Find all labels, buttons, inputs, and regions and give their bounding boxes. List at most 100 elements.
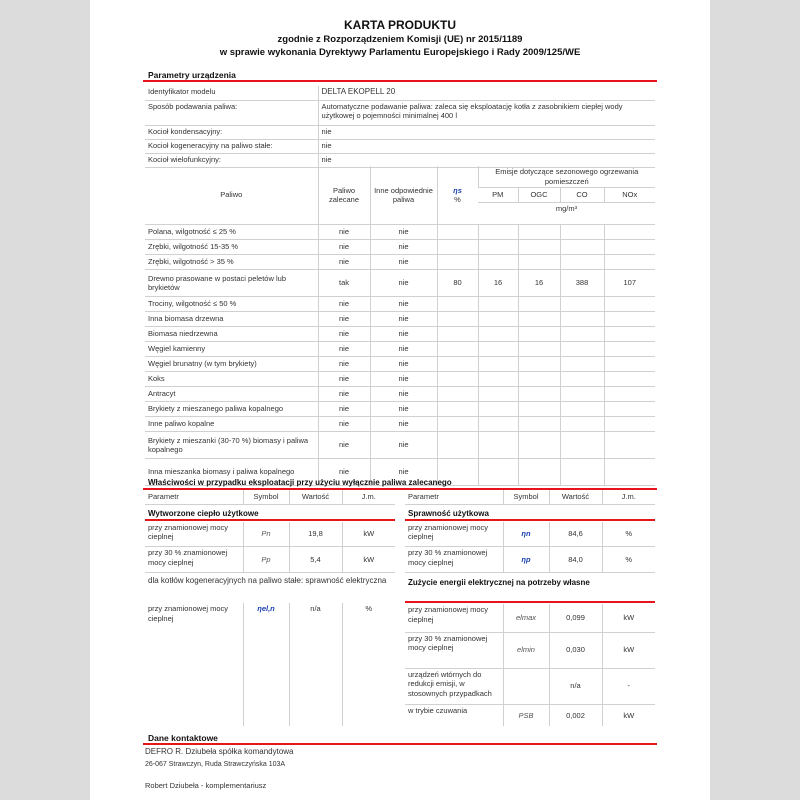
col-header-symbol: Symbol [502,490,549,505]
fuel-nox [603,224,655,240]
props-table: przy znamionowej mocy cieplnej elmax 0,099… [405,604,655,726]
param-label: Sposób podawania paliwa: [145,100,318,126]
fuel-eta [436,356,478,372]
fuel-co [559,341,604,357]
section-heading-contact: Dane kontaktowe [148,733,218,743]
row-param: przy znamionowej mocy cieplnej [405,521,503,547]
doc-title: KARTA PRODUKTU [344,18,456,32]
fuel-other: nie [369,356,437,372]
param-value: Automatyczne podawanie paliwa: zaleca si… [317,100,655,126]
fuel-eta [436,341,478,357]
fuel-ogc [517,341,560,357]
fuel-name: Zrębki, wilgotność 15-35 % [145,239,318,255]
fuel-ogc [517,311,560,327]
fuel-name: Inne paliwo kopalne [145,416,318,432]
props-row: przy 30 % znamionowej mocy cieplnej ηp 84,… [405,546,655,573]
param-value: DELTA EKOPELL 20 [317,86,655,101]
fuel-co [559,296,604,312]
row-symbol: PSB [502,704,549,726]
fuel-pm [477,401,518,417]
fuel-other: nie [369,386,437,402]
fuel-ogc [517,431,560,459]
row-symbol: Pp [242,546,289,573]
row-unit: % [341,603,395,726]
fuel-rec: nie [317,254,370,270]
fuel-co [559,416,604,432]
row-value: n/a [288,603,342,726]
doc-subtitle: zgodnie z Rozporządzeniem Komisji (UE) n… [277,34,523,45]
fuel-eta: 80 [436,269,478,297]
fuel-row: Zrębki, wilgotność > 35 % nie nie [145,254,655,270]
fuel-row: Węgiel brunatny (w tym brykiety) nie nie [145,356,655,372]
fuel-other: nie [369,311,437,327]
header-other: Inne odpowiednie paliwa [369,166,437,225]
props-table: przy znamionowej mocy cieplnej Pn 19,8 kW pr… [145,521,395,573]
row-unit: % [601,546,655,573]
fuel-table: Paliwo Paliwo zalecane Inne odpowiednie … [145,166,655,486]
props-table: Parametr Symbol Wartość J.m. [145,490,395,505]
row-value: 19,8 [288,521,342,547]
red-divider [405,518,655,521]
row-value: 84,0 [548,546,602,573]
fuel-nox [603,371,655,387]
fuel-name: Trociny, wilgotność ≤ 50 % [145,296,318,312]
props-row: w trybie czuwania PSB 0,002 kW [405,704,655,726]
props-row: przy znamionowej mocy cieplnej ηel,n n/a% [145,603,395,726]
subheading: Wytworzone ciepło użytkowe [148,508,259,518]
fuel-other: nie [369,341,437,357]
row-symbol: elmin [502,632,549,669]
fuel-row: Koks nie nie [145,371,655,387]
row-value: 0,099 [548,604,602,633]
row-symbol: ηel,n [242,603,289,726]
fuel-name: Zrębki, wilgotność > 35 % [145,254,318,270]
fuel-pm [477,311,518,327]
fuel-rec: nie [317,296,370,312]
contact-person: Robert Dziubeła - komplementariusz [145,781,267,790]
fuel-name: Antracyt [145,386,318,402]
fuel-ogc [517,296,560,312]
row-value: 0,002 [548,704,602,726]
row-param: przy znamionowej mocy cieplnej [405,604,503,633]
row-param: przy znamionowej mocy cieplnej [148,604,229,623]
fuel-co [559,356,604,372]
fuel-pm [477,224,518,240]
fuel-rec: nie [317,371,370,387]
fuel-other: nie [369,239,437,255]
row-param: w trybie czuwania [408,705,468,715]
fuel-other: nie [369,431,437,459]
header-unit: mg/m³ [478,202,655,225]
fuel-co [559,431,604,459]
fuel-ogc [517,239,560,255]
red-divider [145,518,395,521]
fuel-co: 388 [559,269,604,297]
fuel-nox [603,416,655,432]
row-value: 84,6 [548,521,602,547]
header-eta: ηs% [436,166,478,225]
fuel-other: nie [369,224,437,240]
fuel-nox: 107 [603,269,655,297]
fuel-other: nie [369,458,437,486]
param-row: Sposób podawania paliwa: Automatyczne pod… [145,100,655,126]
fuel-co [559,326,604,342]
param-value: nie [317,125,655,140]
fuel-co [559,239,604,255]
row-symbol: ηp [502,546,549,573]
fuel-rec: tak [317,269,370,297]
param-label: Identyfikator modelu [145,86,318,101]
props-table: Parametr Symbol Wartość J.m. [405,490,655,505]
fuel-ogc [517,371,560,387]
fuel-nox [603,458,655,486]
fuel-other: nie [369,401,437,417]
fuel-row: Biomasa niedrzewna nie nie [145,326,655,342]
fuel-rec: nie [317,326,370,342]
fuel-pm [477,371,518,387]
fuel-nox [603,356,655,372]
col-header-value: Wartość [288,490,342,505]
param-label: Kocioł kogeneracyjny na paliwo stałe: [145,139,318,154]
fuel-ogc [517,401,560,417]
fuel-rec: nie [317,224,370,240]
fuel-co [559,311,604,327]
fuel-row: Zrębki, wilgotność 15-35 % nie nie [145,239,655,255]
subheading-cogeneration: dla kotłów kogeneracyjnych na paliwo sta… [148,576,387,585]
col-header-param: Parametr [405,490,503,505]
